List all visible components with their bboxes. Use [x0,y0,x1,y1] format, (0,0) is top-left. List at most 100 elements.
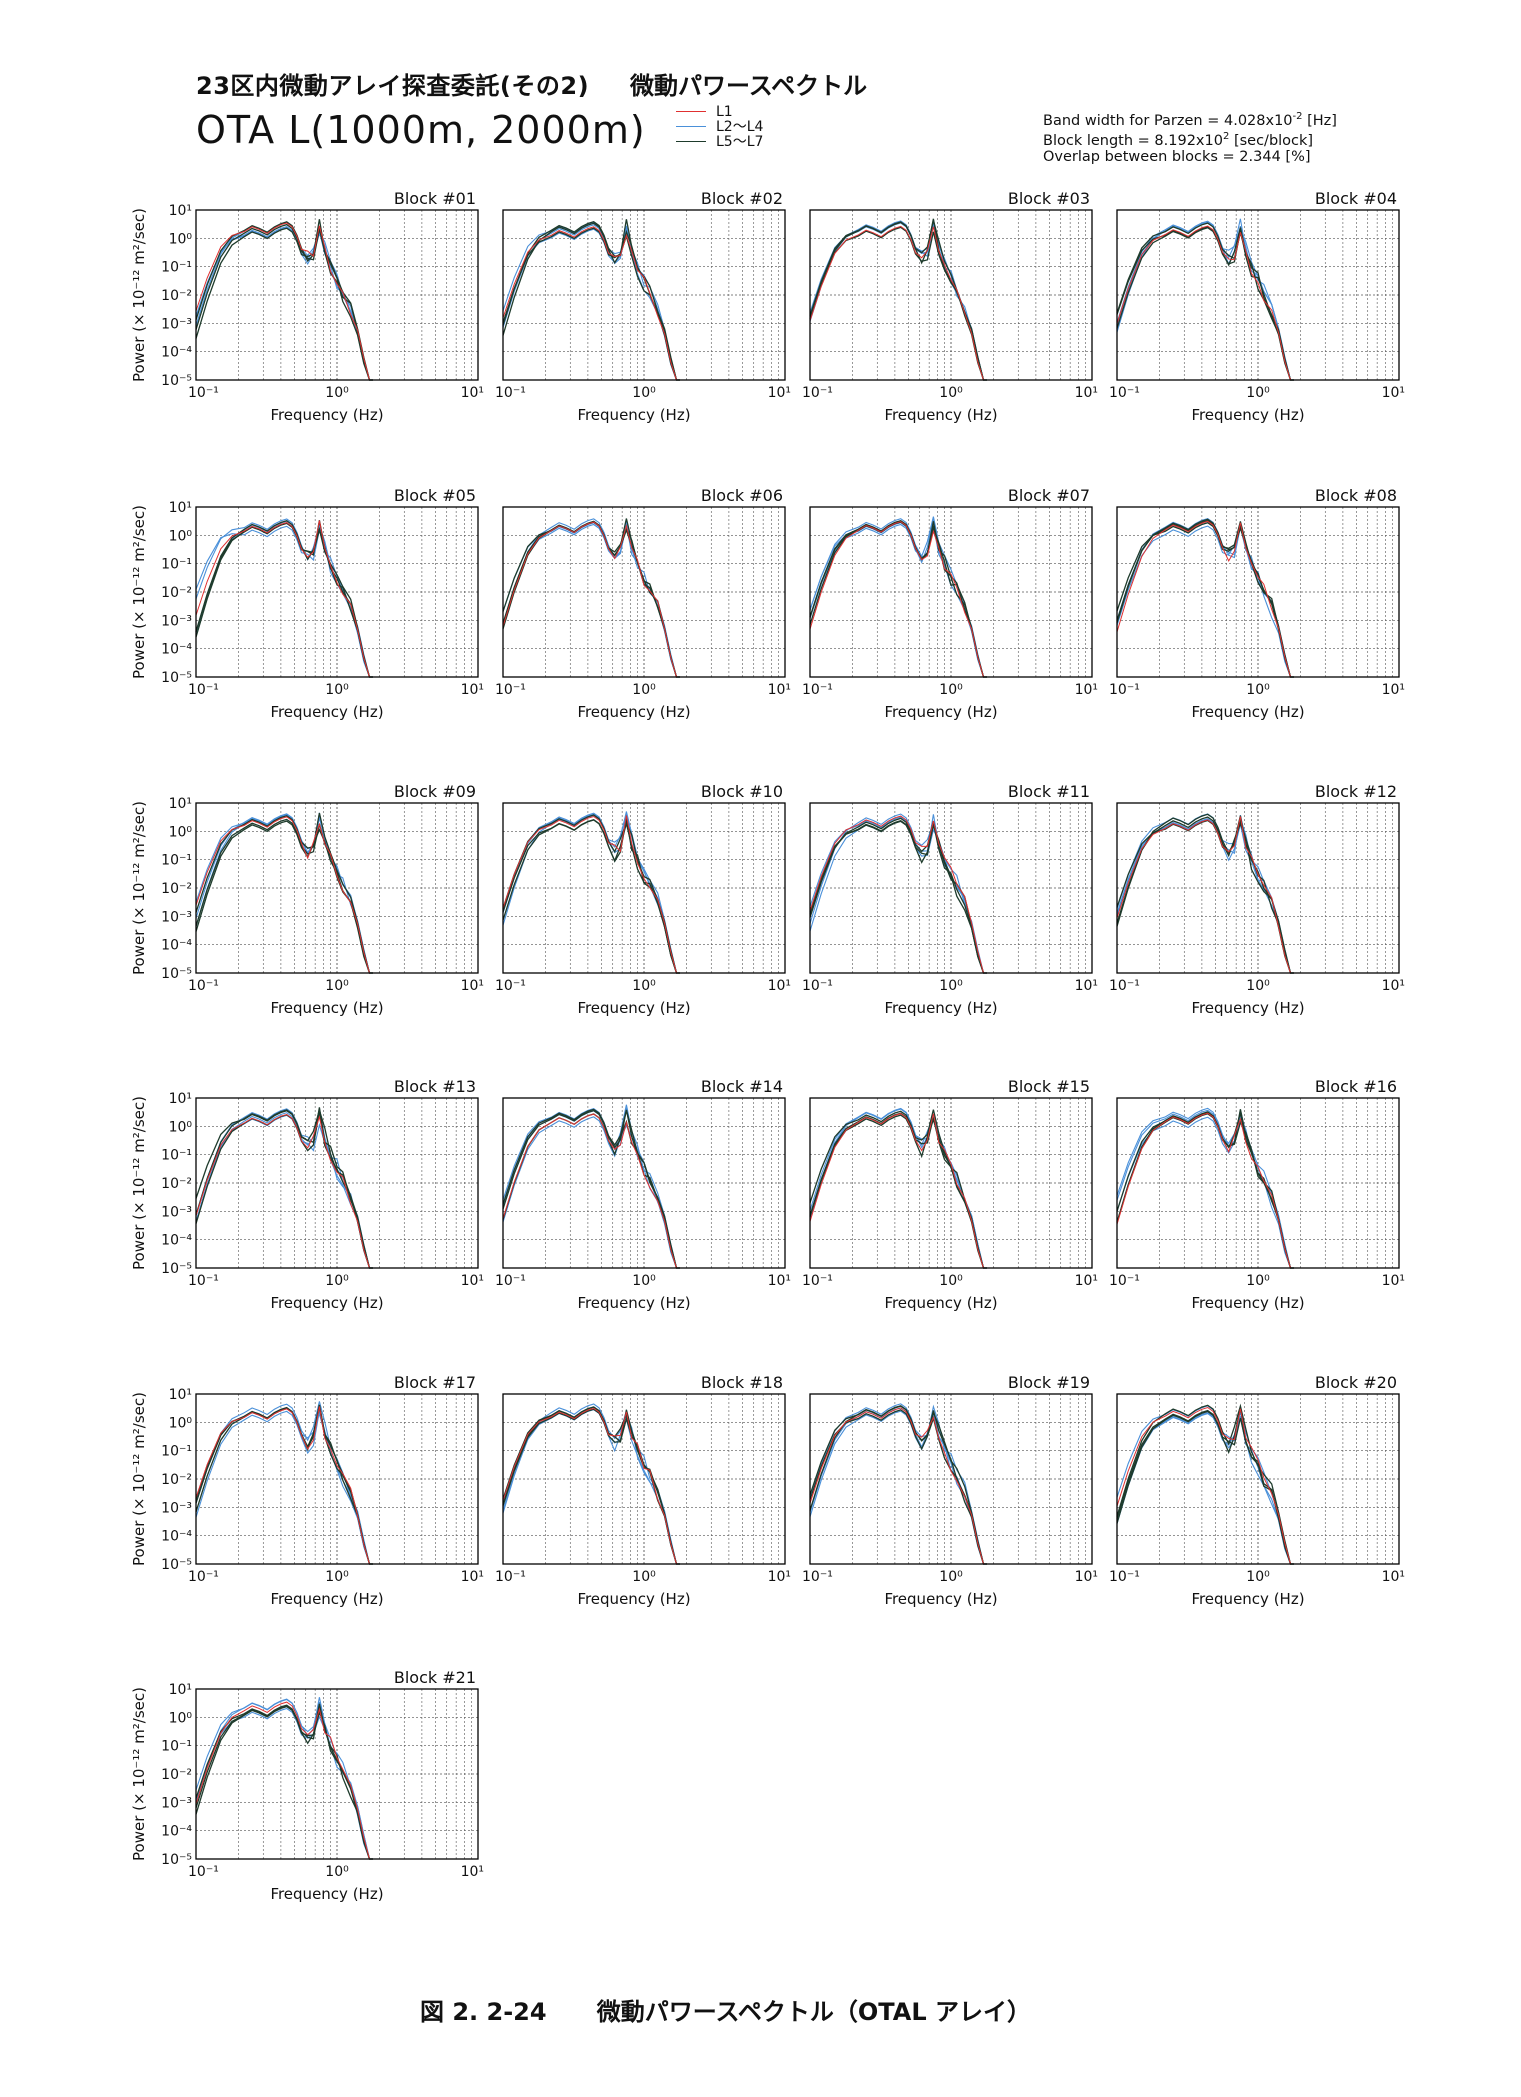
spectrum-line [502,1109,680,1269]
block-title: Block #04 [1315,189,1397,208]
figure-caption: 図 2. 2-24 微動パワースペクトル（OTAL アレイ） [420,1998,1031,2026]
x-tick-label: 10⁰ [632,385,656,401]
spectrum-line [1116,813,1294,974]
spectrum-line [809,226,987,381]
y-axis-label: Power (× 10⁻¹² m²/sec) [130,208,148,382]
x-tick-label: 10⁻¹ [495,978,526,994]
spectrum-line [1116,1409,1294,1565]
y-axis-label: Power (× 10⁻¹² m²/sec) [130,1392,148,1566]
spectrum-line [195,1401,373,1565]
plot-frame [809,209,1093,381]
x-tick-label: 10⁰ [1246,385,1270,401]
x-tick-label: 10⁰ [939,1569,963,1585]
x-tick-label: 10⁻¹ [802,1569,833,1585]
y-axis-label: Power (× 10⁻¹² m²/sec) [130,1096,148,1270]
x-tick-label: 10⁻¹ [802,978,833,994]
x-axis-label: Frequency (Hz) [577,1590,690,1608]
x-axis-label: Frequency (Hz) [270,1885,383,1903]
x-tick-label: 10¹ [1382,385,1405,401]
x-tick-label: 10⁰ [1246,682,1270,698]
spectrum-panel: Block #08 10⁻¹ 10⁰ 10¹ Frequency (Hz) [1109,486,1405,721]
x-tick-label: 10¹ [461,385,484,401]
spectrum-panel: Block #09 10⁻¹ 10⁰ 10¹ Frequency (Hz) 10¹ 10⁰ 1… [130,782,484,1017]
y-tick-label: 10⁻² [161,1767,192,1783]
spectrum-line [809,815,987,974]
plot-frame [195,802,479,974]
y-tick-label: 10⁰ [169,231,193,247]
x-tick-label: 10⁻¹ [802,682,833,698]
y-tick-label: 10⁰ [169,528,193,544]
y-tick-label: 10⁻⁵ [161,670,192,686]
spectrum-line [195,1113,373,1269]
spectrum-line [1116,525,1294,678]
y-tick-label: 10⁻³ [161,1204,192,1220]
x-tick-label: 10⁻¹ [188,385,219,401]
y-tick-label: 10⁻⁵ [161,1852,192,1868]
spectrum-panel: Block #17 10⁻¹ 10⁰ 10¹ Frequency (Hz) 10¹ 10⁰ 1… [130,1373,484,1608]
spectrum-line [502,523,680,678]
x-tick-label: 10⁰ [325,1273,349,1289]
block-title: Block #07 [1008,486,1090,505]
x-tick-label: 10⁰ [325,978,349,994]
x-axis-label: Frequency (Hz) [577,703,690,721]
spectrum-panel: Block #04 10⁻¹ 10⁰ 10¹ Frequency (Hz) [1109,189,1405,424]
x-tick-label: 10⁻¹ [495,682,526,698]
spectrum-line [809,1405,987,1565]
x-tick-label: 10¹ [461,1864,484,1880]
spectrum-line [809,819,987,974]
block-title: Block #09 [394,782,476,801]
block-title: Block #08 [1315,486,1397,505]
x-tick-label: 10⁰ [325,682,349,698]
spectrum-line [195,525,373,678]
y-tick-label: 10⁻³ [161,1795,192,1811]
block-title: Block #06 [701,486,783,505]
y-tick-label: 10⁻¹ [161,1739,192,1755]
spectrum-line [195,223,373,381]
legend-label-l1: L1 [716,103,733,120]
spectrum-panel: Block #15 10⁻¹ 10⁰ 10¹ Frequency (Hz) [802,1077,1098,1312]
x-axis-label: Frequency (Hz) [1191,999,1304,1017]
spectrum-panel: Block #03 10⁻¹ 10⁰ 10¹ Frequency (Hz) [802,189,1098,424]
block-length-unit: [sec/block] [1229,133,1314,150]
spectrum-line [809,1108,987,1269]
x-axis-label: Frequency (Hz) [884,1294,997,1312]
x-tick-label: 10⁰ [939,1273,963,1289]
x-tick-label: 10¹ [1382,1569,1405,1585]
x-axis-label: Frequency (Hz) [884,1590,997,1608]
x-tick-label: 10⁻¹ [188,1864,219,1880]
block-title: Block #10 [701,782,783,801]
block-title: Block #19 [1008,1373,1090,1392]
spectrum-panel: Block #01 10⁻¹ 10⁰ 10¹ Frequency (Hz) 10¹ 10⁰ 1… [130,189,484,424]
spectrum-line [1116,218,1294,381]
spectrum-line [1116,1116,1294,1269]
x-tick-label: 10¹ [461,1569,484,1585]
spectrum-line [1116,1411,1294,1565]
y-tick-label: 10⁻¹ [161,260,192,276]
plot-frame [1116,209,1400,381]
block-length-param: Block length = 8.192x102 [sec/block] [1043,129,1337,149]
x-tick-label: 10⁻¹ [188,682,219,698]
spectrum-panel: Block #10 10⁻¹ 10⁰ 10¹ Frequency (Hz) [495,782,791,1017]
block-title: Block #15 [1008,1077,1090,1096]
y-tick-label: 10⁻¹ [161,1444,192,1460]
spectrum-panel: Block #21 10⁻¹ 10⁰ 10¹ Frequency (Hz) 10¹ 10⁰ 1… [130,1668,484,1903]
y-tick-label: 10¹ [169,500,192,516]
x-tick-label: 10¹ [1382,682,1405,698]
legend-swatch-l1 [676,111,706,112]
x-tick-label: 10¹ [768,385,791,401]
spectrum-line [195,1703,373,1860]
spectrum-panel: Block #16 10⁻¹ 10⁰ 10¹ Frequency (Hz) [1109,1077,1405,1312]
x-tick-label: 10⁰ [325,1864,349,1880]
spectrum-line [502,226,680,381]
y-tick-label: 10⁻⁴ [161,1824,192,1840]
bandwidth-unit: [Hz] [1302,112,1337,129]
spectrum-line [195,1107,373,1269]
block-title: Block #05 [394,486,476,505]
spectrum-line [809,225,987,381]
plot-frame [195,1097,479,1269]
y-tick-label: 10¹ [169,796,192,812]
y-tick-label: 10⁰ [169,1119,193,1135]
x-axis-label: Frequency (Hz) [884,703,997,721]
spectrum-panel: Block #07 10⁻¹ 10⁰ 10¹ Frequency (Hz) [802,486,1098,721]
spectrum-line [1116,226,1294,381]
